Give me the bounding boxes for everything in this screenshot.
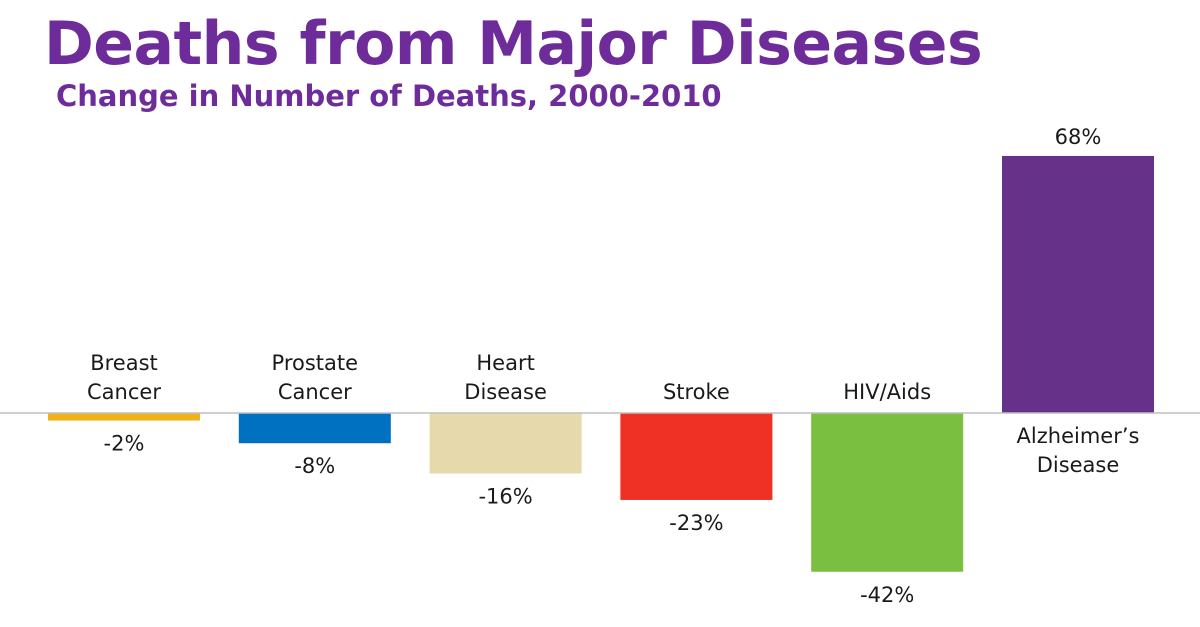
category-label: Prostate: [272, 351, 359, 375]
category-label: Heart: [476, 351, 534, 375]
chart-title: Deaths from Major Diseases: [44, 9, 983, 79]
bar: [811, 413, 964, 572]
category-label: Alzheimer’s: [1017, 424, 1140, 448]
data-label: -42%: [860, 583, 914, 607]
data-label: -8%: [294, 454, 335, 478]
bar: [48, 413, 200, 421]
category-label: Disease: [464, 380, 547, 404]
category-label: Breast: [90, 351, 158, 375]
data-label: -2%: [104, 432, 145, 456]
category-label: Stroke: [663, 380, 730, 404]
chart-subtitle: Change in Number of Deaths, 2000-2010: [56, 79, 722, 113]
bars-group: [48, 155, 1154, 572]
category-label: Disease: [1037, 453, 1120, 477]
category-label: HIV/Aids: [843, 380, 931, 404]
category-label: Cancer: [278, 380, 352, 404]
data-label: -23%: [669, 511, 723, 535]
bar: [238, 413, 391, 444]
data-label: 68%: [1055, 125, 1102, 149]
labels-group: Breast Cancer -2% Prostate Cancer -8% Heart Dis…: [87, 125, 1139, 607]
category-label: Cancer: [87, 380, 161, 404]
bar: [429, 413, 582, 474]
data-label: -16%: [478, 484, 532, 508]
bar: [620, 413, 773, 500]
bar: [1002, 155, 1154, 413]
